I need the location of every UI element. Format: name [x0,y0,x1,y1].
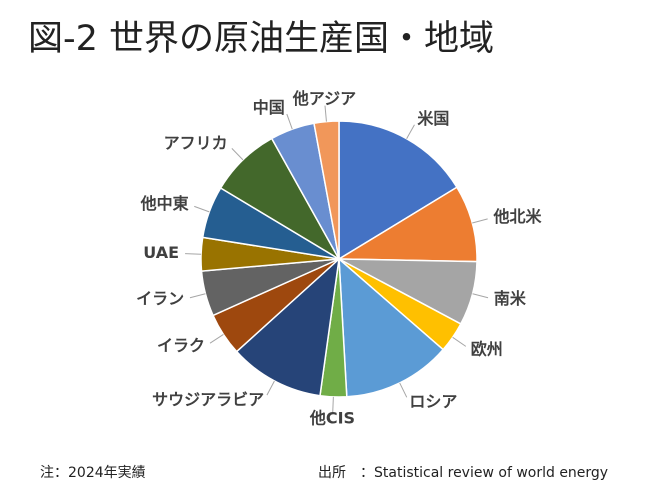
leader-line [194,205,210,213]
slice-label: アフリカ [164,134,228,153]
slice-label: サウジアラビア [152,390,264,409]
slice-label: ロシア [409,392,457,411]
slice-label: イラク [157,336,205,355]
chart-title: 図-2 世界の原油生産国・地域 [28,19,494,59]
slice-label: UAE [143,243,179,262]
slice-label: 米国 [417,109,449,128]
pie-slice [313,120,340,260]
note: 注：2024年実績 [40,465,146,481]
slice-label: 欧州 [471,339,503,358]
slice-label: 中国 [253,98,285,117]
leader-line [286,113,293,130]
slice-label: 他北米 [492,207,542,226]
leader-line [332,396,334,413]
slice-label: 他アジア [292,89,356,108]
pie-slice [338,257,445,398]
leader-line [185,253,202,255]
slice-label: 南米 [494,289,527,308]
leader-line [231,148,244,161]
leader-line [472,293,489,299]
leader-line [189,293,206,299]
leader-line [406,124,415,139]
leader-line [209,333,224,344]
leader-line [399,382,408,398]
slice-label: 他中東 [140,194,189,213]
slice-label: 他CIS [309,408,355,427]
leader-line [324,105,327,122]
leader-line [472,218,488,224]
slice-label: イラン [136,289,184,308]
leader-line [266,380,275,396]
leader-line [452,336,467,347]
source: 出所 ：Statistical review of world energy [318,465,608,481]
pie-slice [338,120,458,261]
